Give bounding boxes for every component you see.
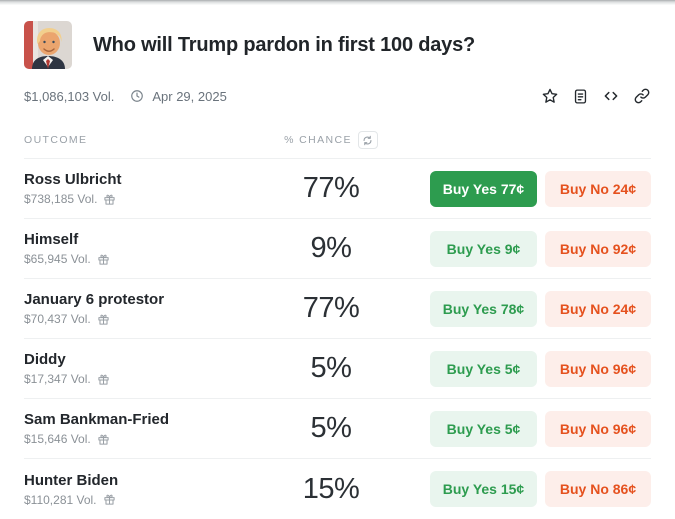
outcome-chance: 9% bbox=[310, 232, 352, 264]
outcome-cell: January 6 protestor $70,437 Vol. bbox=[24, 291, 256, 326]
market-meta: $1,086,103 Vol. Apr 29, 2025 bbox=[24, 87, 651, 105]
trade-buttons: Buy Yes 5¢ Buy No 96¢ bbox=[430, 410, 651, 447]
outcome-volume: $70,437 Vol. bbox=[24, 312, 91, 326]
outcome-chance: 77% bbox=[302, 172, 360, 204]
outcome-row: January 6 protestor $70,437 Vol. 77% Buy… bbox=[24, 279, 651, 339]
buy-yes-button[interactable]: Buy Yes 77¢ bbox=[430, 170, 537, 207]
refresh-button[interactable] bbox=[357, 131, 378, 149]
buy-yes-button[interactable]: Buy Yes 5¢ bbox=[430, 350, 537, 387]
market-avatar bbox=[24, 21, 72, 69]
outcome-cell: Himself $65,945 Vol. bbox=[24, 231, 256, 266]
gift-icon[interactable] bbox=[97, 433, 110, 446]
chance-column-header: % CHANCE bbox=[284, 134, 352, 146]
rules-button[interactable] bbox=[572, 88, 589, 105]
outcome-row: Himself $65,945 Vol. 9% Buy Yes 9¢ Buy N… bbox=[24, 219, 651, 279]
trump-avatar-image bbox=[24, 21, 72, 69]
outcome-cell: Diddy $17,347 Vol. bbox=[24, 351, 256, 386]
buy-no-button[interactable]: Buy No 96¢ bbox=[545, 410, 651, 447]
buy-no-button[interactable]: Buy No 86¢ bbox=[545, 471, 651, 507]
outcome-chance: 15% bbox=[302, 472, 360, 505]
outcome-cell: Sam Bankman-Fried $15,646 Vol. bbox=[24, 411, 256, 446]
link-icon bbox=[633, 87, 651, 105]
market-header: Who will Trump pardon in first 100 days? bbox=[24, 21, 651, 69]
outcome-row: Ross Ulbricht $738,185 Vol. 77% Buy Yes … bbox=[24, 159, 651, 219]
buy-yes-button[interactable]: Buy Yes 78¢ bbox=[430, 290, 537, 327]
market-page: Who will Trump pardon in first 100 days?… bbox=[0, 21, 675, 519]
document-icon bbox=[572, 88, 589, 105]
outcome-chance: 5% bbox=[310, 352, 352, 384]
clock-icon bbox=[130, 89, 144, 103]
outcome-name: Hunter Biden bbox=[24, 471, 119, 489]
copy-link-button[interactable] bbox=[633, 87, 651, 105]
outcome-name: Ross Ulbricht bbox=[24, 171, 122, 188]
outcomes-table-header: OUTCOME % CHANCE bbox=[24, 131, 651, 159]
star-icon bbox=[541, 87, 559, 105]
buy-yes-button[interactable]: Buy Yes 15¢ bbox=[430, 471, 537, 507]
buy-no-button[interactable]: Buy No 24¢ bbox=[545, 170, 651, 207]
outcome-volume: $65,945 Vol. bbox=[24, 252, 91, 266]
embed-button[interactable] bbox=[602, 87, 620, 105]
total-volume: $1,086,103 Vol. bbox=[24, 88, 115, 104]
outcome-chance: 77% bbox=[302, 292, 360, 324]
outcome-name: Himself bbox=[24, 231, 79, 248]
buy-no-button[interactable]: Buy No 24¢ bbox=[545, 290, 651, 327]
outcome-volume: $110,281 Vol. bbox=[24, 492, 97, 507]
refresh-icon bbox=[362, 135, 373, 146]
buy-yes-button[interactable]: Buy Yes 9¢ bbox=[430, 230, 537, 267]
outcome-name: Diddy bbox=[24, 351, 66, 368]
buy-yes-button[interactable]: Buy Yes 5¢ bbox=[430, 410, 537, 447]
trade-buttons: Buy Yes 77¢ Buy No 24¢ bbox=[430, 170, 651, 207]
outcome-name: Sam Bankman-Fried bbox=[24, 411, 170, 428]
outcome-row: Sam Bankman-Fried $15,646 Vol. 5% Buy Ye… bbox=[24, 399, 651, 459]
gift-icon[interactable] bbox=[97, 373, 110, 386]
trade-buttons: Buy Yes 5¢ Buy No 96¢ bbox=[430, 350, 651, 387]
trade-buttons: Buy Yes 15¢ Buy No 86¢ bbox=[430, 471, 651, 507]
top-edge-divider bbox=[0, 0, 675, 5]
page-title: Who will Trump pardon in first 100 days? bbox=[93, 33, 476, 56]
outcomes-list: Ross Ulbricht $738,185 Vol. 77% Buy Yes … bbox=[24, 159, 651, 519]
buy-no-button[interactable]: Buy No 92¢ bbox=[545, 230, 651, 267]
gift-icon[interactable] bbox=[103, 493, 116, 506]
header-actions bbox=[541, 87, 651, 105]
outcome-volume: $17,347 Vol. bbox=[24, 372, 91, 386]
bookmark-button[interactable] bbox=[541, 87, 559, 105]
buy-no-button[interactable]: Buy No 96¢ bbox=[545, 350, 651, 387]
end-date: Apr 29, 2025 bbox=[152, 88, 227, 104]
outcome-volume: $15,646 Vol. bbox=[24, 432, 91, 446]
outcome-cell: Hunter Biden $110,281 Vol. bbox=[24, 472, 256, 507]
trade-buttons: Buy Yes 9¢ Buy No 92¢ bbox=[430, 230, 651, 267]
gift-icon[interactable] bbox=[97, 253, 110, 266]
outcome-row: Diddy $17,347 Vol. 5% Buy Yes 5¢ Buy No … bbox=[24, 339, 651, 399]
outcome-column-header: OUTCOME bbox=[24, 134, 88, 146]
gift-icon[interactable] bbox=[103, 193, 116, 206]
embed-icon bbox=[602, 87, 620, 105]
outcome-name: January 6 protestor bbox=[24, 291, 165, 308]
outcome-row: Hunter Biden $110,281 Vol. 15% Buy Yes 1… bbox=[24, 459, 651, 519]
outcome-cell: Ross Ulbricht $738,185 Vol. bbox=[24, 171, 256, 206]
trade-buttons: Buy Yes 78¢ Buy No 24¢ bbox=[430, 290, 651, 327]
outcome-chance: 5% bbox=[310, 412, 352, 444]
outcome-volume: $738,185 Vol. bbox=[24, 192, 98, 206]
gift-icon[interactable] bbox=[97, 313, 110, 326]
